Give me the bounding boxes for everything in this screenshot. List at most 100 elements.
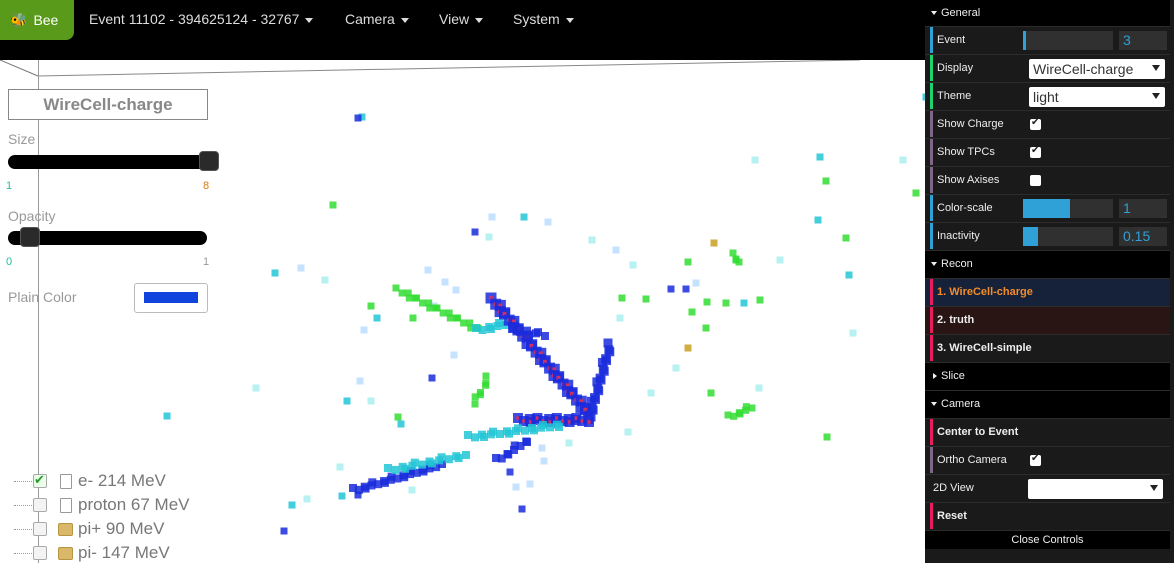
row-2d-view: 2D View — [925, 475, 1170, 503]
charge-point — [520, 213, 528, 221]
charge-point — [756, 296, 764, 304]
charge-point — [338, 492, 346, 500]
charge-point — [612, 246, 620, 254]
charge-point — [539, 421, 547, 429]
theme-select-value: light — [1033, 89, 1059, 105]
row-show-charge: Show Charge — [925, 111, 1170, 139]
particle-checkbox-pi-minus[interactable] — [33, 546, 47, 560]
particle-label[interactable]: proton 67 MeV — [78, 495, 190, 514]
charge-point — [555, 416, 559, 420]
charge-point — [565, 383, 570, 388]
charge-point — [526, 480, 534, 488]
row-stripe — [930, 223, 933, 249]
charge-point — [521, 426, 529, 435]
particle-checkbox-e[interactable] — [33, 472, 47, 488]
inactivity-slider[interactable] — [1023, 227, 1113, 246]
row-stripe — [930, 139, 933, 165]
charge-point — [538, 444, 546, 452]
view-menu[interactable]: View — [439, 0, 484, 40]
charge-point — [392, 284, 400, 292]
opacity-slider[interactable] — [8, 231, 207, 245]
particle-checkbox-proton[interactable] — [33, 498, 47, 512]
event-menu[interactable]: Event 11102 - 394625124 - 32767 — [89, 0, 314, 40]
row-stripe — [930, 55, 933, 81]
charge-point — [814, 216, 822, 224]
charge-point — [405, 294, 413, 302]
plain-color-picker[interactable] — [134, 283, 208, 313]
show-axises-checkbox[interactable] — [1030, 175, 1041, 186]
charge-point — [912, 189, 920, 197]
system-menu[interactable]: System — [513, 0, 574, 40]
charge-point — [398, 289, 406, 297]
charge-point — [616, 314, 624, 322]
row-stripe — [930, 419, 933, 445]
charge-point — [488, 213, 496, 221]
brand-label: Bee — [33, 12, 59, 28]
opacity-max-label: 1 — [203, 256, 210, 268]
recon-item-truth[interactable]: 2. truth — [925, 307, 1170, 335]
folder-camera[interactable]: Camera — [925, 391, 1170, 419]
folder-icon — [58, 523, 73, 536]
particle-checkbox-pi-plus[interactable] — [33, 522, 47, 536]
theme-select[interactable]: light — [1029, 87, 1165, 107]
close-controls-button[interactable]: Close Controls — [925, 531, 1170, 549]
charge-point — [514, 424, 522, 433]
charge-point — [544, 218, 552, 226]
opacity-slider-handle[interactable] — [20, 227, 40, 247]
event-slider[interactable] — [1023, 31, 1113, 50]
charge-point — [541, 332, 549, 340]
inactivity-input[interactable]: 0.15 — [1119, 227, 1167, 246]
size-slider[interactable] — [8, 155, 216, 169]
file-icon — [60, 474, 72, 489]
ortho-camera-checkbox[interactable] — [1030, 453, 1041, 466]
charge-point — [361, 484, 370, 493]
charge-point — [535, 416, 540, 420]
row-stripe — [930, 111, 933, 137]
charge-point — [512, 483, 520, 491]
show-charge-checkbox[interactable] — [1030, 117, 1041, 130]
charge-point — [297, 264, 305, 272]
size-max-label: 8 — [203, 180, 210, 192]
center-to-event-button[interactable]: Center to Event — [925, 419, 1170, 447]
charge-point — [471, 228, 479, 236]
particle-label[interactable]: e- 214 MeV — [78, 471, 166, 490]
charge-point — [409, 314, 417, 322]
charge-point — [482, 372, 490, 380]
color-scale-input[interactable]: 1 — [1119, 199, 1167, 218]
particle-label[interactable]: pi+ 90 MeV — [78, 519, 165, 538]
event-3d-viewport[interactable] — [0, 60, 925, 563]
charge-point — [516, 442, 525, 450]
folder-general[interactable]: General — [925, 0, 1170, 27]
charge-point — [418, 460, 427, 469]
display-select-value: WireCell-charge — [1033, 61, 1134, 77]
charge-point — [478, 326, 487, 334]
show-tpcs-checkbox[interactable] — [1030, 145, 1041, 158]
folder-slice[interactable]: Slice — [925, 363, 1170, 391]
recon-item-wirecell-charge[interactable]: 1. WireCell-charge — [925, 279, 1170, 307]
charge-point — [486, 325, 495, 333]
color-scale-slider[interactable] — [1023, 199, 1113, 218]
charge-point — [498, 303, 503, 308]
chevron-down-icon — [565, 17, 574, 23]
brand-button[interactable]: 🐝 Bee — [0, 0, 74, 40]
reset-label: Reset — [937, 510, 967, 522]
tpc-edge-line — [0, 60, 40, 77]
camera-menu[interactable]: Camera — [345, 0, 409, 40]
charge-point — [367, 397, 375, 405]
row-show-tpcs: Show TPCs — [925, 139, 1170, 167]
recon-item-wirecell-simple[interactable]: 3. WireCell-simple — [925, 335, 1170, 363]
display-select[interactable]: WireCell-charge — [1029, 59, 1165, 79]
particle-label[interactable]: pi- 147 MeV — [78, 543, 170, 562]
tpc-top-edge-line — [38, 60, 861, 77]
charge-point — [271, 269, 279, 277]
2d-view-select[interactable] — [1028, 479, 1163, 499]
reset-button[interactable]: Reset — [925, 503, 1170, 531]
charge-point — [567, 420, 572, 424]
size-slider-handle[interactable] — [199, 151, 219, 171]
charge-point — [629, 261, 637, 269]
event-number-input[interactable]: 3 — [1119, 31, 1167, 50]
charge-point — [729, 249, 737, 257]
folder-recon[interactable]: Recon — [925, 251, 1170, 279]
row-event: Event 3 — [925, 27, 1170, 55]
view-menu-label: View — [439, 11, 470, 27]
